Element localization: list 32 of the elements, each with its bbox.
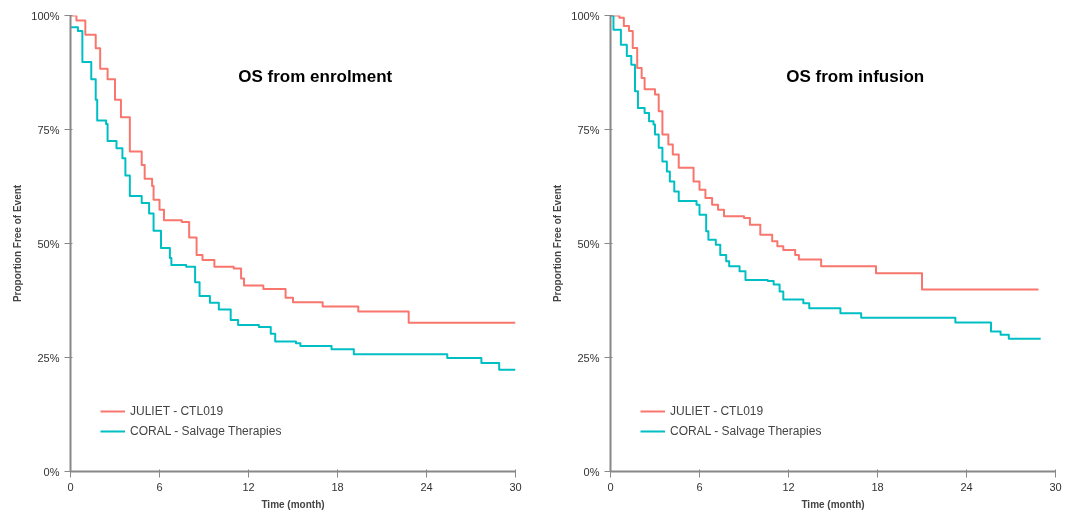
- x-tick-label: 0: [607, 480, 614, 493]
- y-tick-label: 25%: [37, 351, 60, 364]
- y-tick-label: 50%: [577, 237, 600, 250]
- x-tick-label: 18: [331, 480, 344, 493]
- x-tick-label: 30: [1049, 480, 1062, 493]
- y-tick-label: 75%: [37, 123, 60, 136]
- text: OS from infusion: [786, 66, 925, 86]
- y-tick-label: 25%: [577, 351, 600, 364]
- y-tick-label: 0%: [43, 465, 60, 478]
- y-tick-label: 100%: [571, 9, 600, 22]
- y-tick-label: 100%: [31, 9, 60, 22]
- x-tick-label: 6: [696, 480, 703, 493]
- x-tick-label: 0: [67, 480, 74, 493]
- x-tick-label: 6: [156, 480, 163, 493]
- y-tick-label: 50%: [37, 237, 60, 250]
- y-axis-title: Proportion Free of Event: [12, 184, 24, 303]
- legend-label: JULIET - CTL019: [670, 404, 764, 418]
- legend-label: CORAL - Salvage Therapies: [130, 424, 282, 438]
- y-tick-label: 75%: [577, 123, 600, 136]
- text: OS from enrolment: [238, 66, 393, 86]
- x-tick-label: 18: [871, 480, 884, 493]
- x-tick-label: 30: [509, 480, 522, 493]
- x-tick-label: 12: [782, 480, 795, 493]
- x-axis-title: Time (month): [801, 498, 865, 510]
- y-tick-label: 0%: [583, 465, 600, 478]
- legend-label: JULIET - CTL019: [130, 404, 224, 418]
- legend-label: CORAL - Salvage Therapies: [670, 424, 822, 438]
- y-axis-title: Proportion Free of Event: [552, 184, 564, 303]
- x-axis-title: Time (month): [261, 498, 325, 510]
- x-tick-label: 24: [420, 480, 433, 493]
- x-tick-label: 12: [242, 480, 255, 493]
- x-tick-label: 24: [960, 480, 973, 493]
